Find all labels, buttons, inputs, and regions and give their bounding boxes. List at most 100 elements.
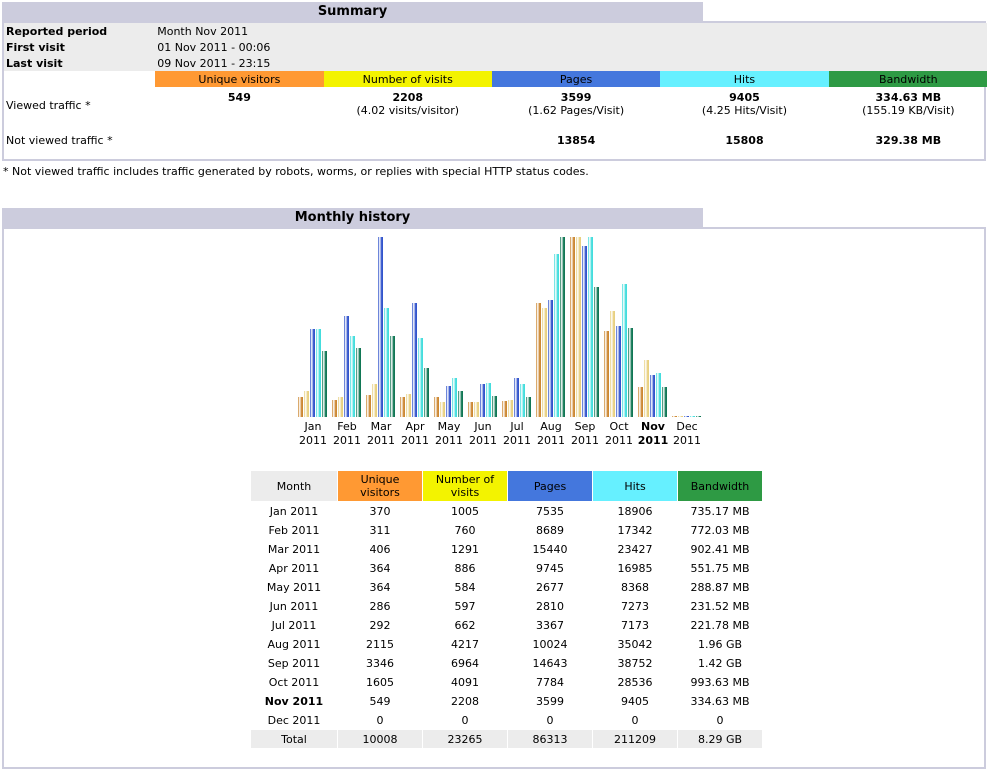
bar-aug-unique-visitors xyxy=(536,303,541,417)
cell-hits: 18906 xyxy=(617,504,653,518)
bar-dec-pages xyxy=(684,416,689,417)
cell-bandwidth: 0 xyxy=(716,713,724,727)
viewed-pages: 3599 xyxy=(560,91,592,104)
cell-pages: 7535 xyxy=(536,504,564,518)
summary-title: Summary xyxy=(2,2,703,21)
bar-sep-unique-visitors xyxy=(570,237,575,417)
chart-month-name: Jun xyxy=(474,420,492,433)
cell-bandwidth: 288.87 MB xyxy=(690,580,750,594)
cell-month: Feb 2011 xyxy=(268,523,320,537)
bar-aug-bandwidth xyxy=(560,237,565,417)
chart-month-name: Feb xyxy=(337,420,357,433)
cell-number-of-visits: 597 xyxy=(454,599,476,613)
viewed-visits-sub: (4.02 visits/visitor) xyxy=(356,104,460,117)
cell-month: Apr 2011 xyxy=(268,561,320,575)
table-row: Aug 2011 2115 4217 10024 35042 1.96 GB xyxy=(251,635,762,653)
bar-nov-pages xyxy=(650,375,655,417)
bar-sep-number-of-visits xyxy=(576,237,581,417)
chart-month-name: Oct xyxy=(609,420,629,433)
cell-pages: 7784 xyxy=(536,675,564,689)
last-visit-label: Last visit xyxy=(4,55,156,71)
viewed-hits-sub: (4.25 Hits/Visit) xyxy=(701,104,788,117)
chart-month-name: Apr xyxy=(405,420,425,433)
col-pages: Pages xyxy=(508,471,592,501)
cell-hits: 0 xyxy=(631,713,639,727)
chart-month-name: Jul xyxy=(510,420,524,433)
table-row: Jan 2011 370 1005 7535 18906 735.17 MB xyxy=(251,502,762,520)
cell-pages: 8689 xyxy=(536,523,564,537)
chart-month-label: Aug 2011 xyxy=(534,420,568,448)
cell-bandwidth: 1.42 GB xyxy=(697,656,743,670)
bar-jul-unique-visitors xyxy=(502,401,507,417)
bar-jan-pages xyxy=(310,329,315,417)
first-visit-label: First visit xyxy=(4,39,156,55)
last-visit-value: 09 Nov 2011 - 23:15 xyxy=(155,55,987,71)
bar-aug-pages xyxy=(548,300,553,417)
table-row: Nov 2011 549 2208 3599 9405 334.63 MB xyxy=(251,692,762,710)
bar-feb-number-of-visits xyxy=(338,397,343,417)
bar-nov-bandwidth xyxy=(662,387,667,417)
cell-hits: 7273 xyxy=(621,599,649,613)
cell-hits: 23427 xyxy=(617,542,653,556)
cell-number-of-visits: 1291 xyxy=(451,542,479,556)
cell-unique-visitors: 311 xyxy=(369,523,391,537)
history-table-body: Jan 2011 370 1005 7535 18906 735.17 MB Feb 201… xyxy=(251,502,762,748)
cell-number-of-visits: 584 xyxy=(454,580,476,594)
cell-pages: 10024 xyxy=(532,637,568,651)
bar-jun-pages xyxy=(480,384,485,417)
cell-pages: 3599 xyxy=(536,694,564,708)
cell-unique-visitors: 549 xyxy=(369,694,391,708)
table-row: Apr 2011 364 886 9745 16985 551.75 MB xyxy=(251,559,762,577)
total-unique-visitors: 10008 xyxy=(338,730,422,748)
bar-mar-hits xyxy=(384,308,389,417)
chart-month-label: Feb 2011 xyxy=(330,420,364,448)
cell-bandwidth: 221.78 MB xyxy=(690,618,750,632)
col-unique-visitors: Unique visitors xyxy=(338,471,422,501)
cell-hits: 8368 xyxy=(621,580,649,594)
cell-unique-visitors: 364 xyxy=(369,580,391,594)
not-viewed-hits: 15808 xyxy=(725,133,764,147)
bar-may-pages xyxy=(446,386,451,417)
chart-month-year: 2011 xyxy=(537,434,565,447)
cell-bandwidth: 551.75 MB xyxy=(690,561,750,575)
not-viewed-unique xyxy=(155,123,323,157)
table-row: Sep 2011 3346 6964 14643 38752 1.42 GB xyxy=(251,654,762,672)
cell-month: May 2011 xyxy=(266,580,322,594)
history-table: Month Unique visitors Number of visits P… xyxy=(250,470,763,749)
chart-month-year: 2011 xyxy=(333,434,361,447)
header-bandwidth: Bandwidth xyxy=(828,71,987,87)
chart-month-label: Apr 2011 xyxy=(398,420,432,448)
cell-unique-visitors: 0 xyxy=(376,713,384,727)
chart-month-year: 2011 xyxy=(367,434,395,447)
bar-jun-bandwidth xyxy=(492,396,497,417)
cell-number-of-visits: 2208 xyxy=(451,694,479,708)
cell-number-of-visits: 1005 xyxy=(451,504,479,518)
col-hits: Hits xyxy=(593,471,677,501)
cell-month: Oct 2011 xyxy=(268,675,320,689)
bar-apr-unique-visitors xyxy=(400,397,405,417)
cell-hits: 7173 xyxy=(621,618,649,632)
cell-bandwidth: 1.96 GB xyxy=(697,637,743,651)
viewed-bandwidth: 334.63 MB xyxy=(875,91,942,104)
bar-feb-pages xyxy=(344,316,349,417)
bar-apr-number-of-visits xyxy=(406,394,411,417)
col-month: Month xyxy=(251,471,337,501)
header-unique-visitors: Unique visitors xyxy=(155,71,324,87)
bar-oct-unique-visitors xyxy=(604,331,609,417)
header-pages: Pages xyxy=(491,71,661,87)
chart-month-label: Mar 2011 xyxy=(364,420,398,448)
col-number-of-visits: Number of visits xyxy=(423,471,507,501)
cell-hits: 28536 xyxy=(617,675,653,689)
bar-jul-bandwidth xyxy=(526,397,531,417)
chart-month-label: Dec 2011 xyxy=(670,420,704,448)
cell-month: Dec 2011 xyxy=(267,713,321,727)
total-pages: 86313 xyxy=(508,730,592,748)
cell-unique-visitors: 2115 xyxy=(366,637,394,651)
bar-sep-hits xyxy=(588,237,593,417)
cell-unique-visitors: 3346 xyxy=(366,656,394,670)
cell-number-of-visits: 6964 xyxy=(451,656,479,670)
chart-month-name: Sep xyxy=(574,420,596,433)
chart-month-year: 2011 xyxy=(605,434,633,447)
cell-month: Jul 2011 xyxy=(271,618,317,632)
viewed-pages-sub: (1.62 Pages/Visit) xyxy=(528,104,625,117)
